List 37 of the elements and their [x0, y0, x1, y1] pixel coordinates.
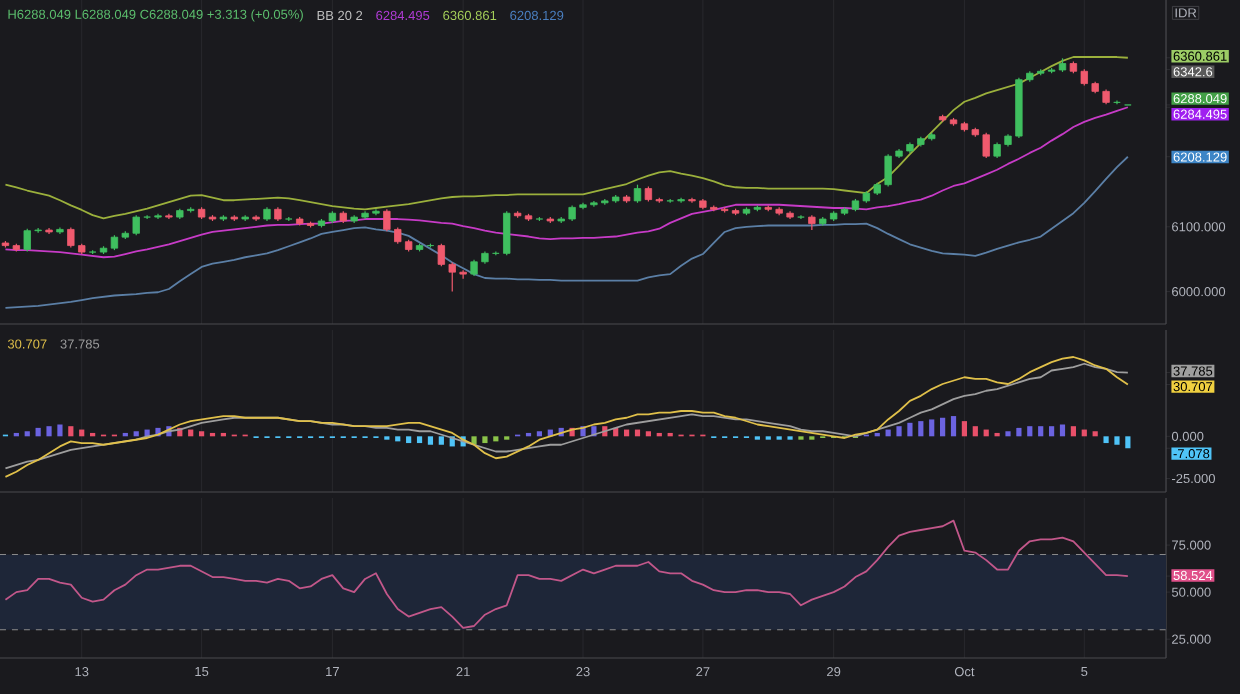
bar [1038, 426, 1044, 437]
bar [1092, 431, 1098, 437]
bar [427, 436, 434, 445]
bar [645, 431, 651, 437]
bar [1070, 426, 1076, 437]
bar [1125, 436, 1131, 449]
bar [68, 426, 74, 437]
bar [1027, 426, 1033, 437]
bar [24, 431, 30, 437]
bar [972, 426, 978, 437]
bar [406, 436, 412, 444]
bar [961, 421, 968, 437]
bar [35, 427, 41, 437]
bar [1059, 424, 1066, 437]
bar [1114, 436, 1120, 445]
candlestick [503, 210, 511, 256]
bar [907, 422, 913, 437]
bar [416, 436, 423, 444]
bar [482, 436, 488, 444]
bar [918, 421, 924, 437]
bar [940, 417, 946, 437]
bar [1103, 436, 1109, 444]
bar [1005, 431, 1011, 437]
bar [896, 426, 902, 437]
bar [395, 436, 401, 442]
bar [46, 426, 52, 437]
bar [1016, 427, 1022, 437]
bar [929, 419, 935, 437]
bar [1048, 426, 1055, 437]
candlestick [633, 184, 642, 204]
bar [57, 424, 63, 437]
bar [950, 416, 957, 437]
bar [199, 431, 205, 437]
bar [493, 436, 499, 442]
bar [133, 431, 139, 437]
bar [438, 436, 444, 445]
bar [536, 431, 543, 437]
